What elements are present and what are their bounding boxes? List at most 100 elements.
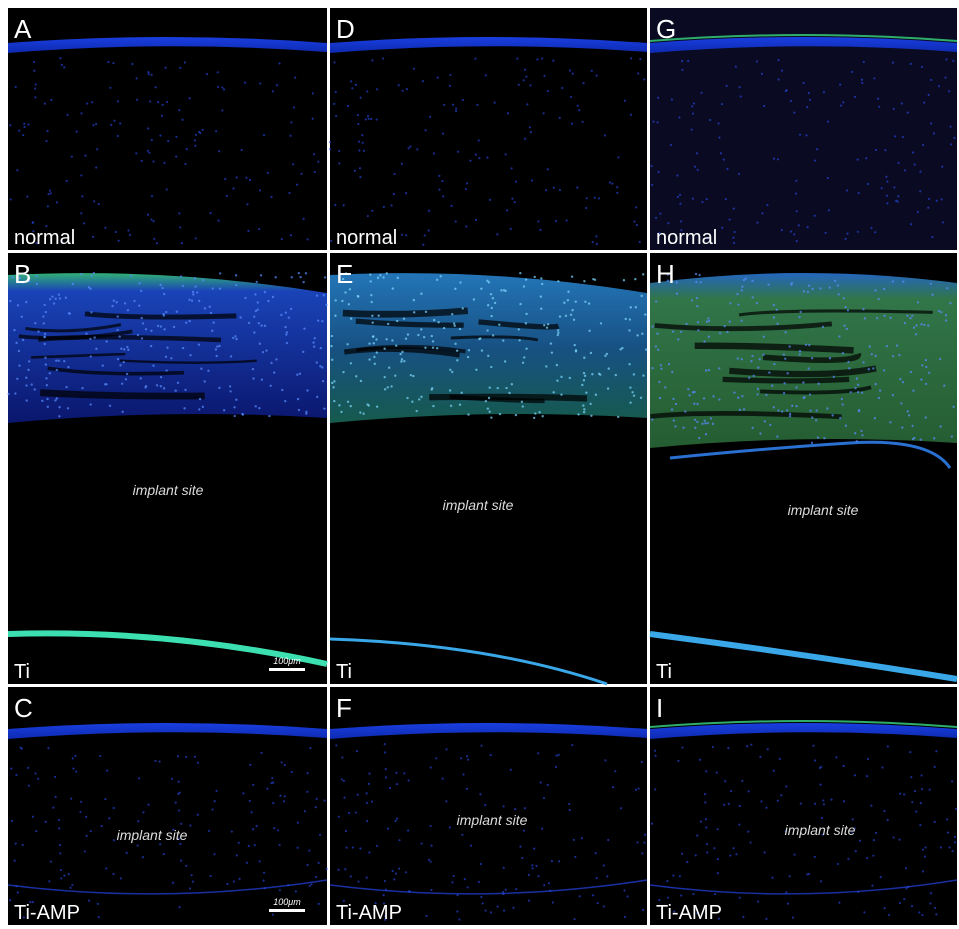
nucleus bbox=[706, 237, 709, 240]
nucleus bbox=[822, 91, 826, 94]
nucleus bbox=[461, 307, 464, 310]
nucleus bbox=[375, 338, 378, 341]
nucleus bbox=[289, 234, 293, 237]
nucleus bbox=[607, 838, 610, 842]
nucleus bbox=[678, 193, 682, 196]
nucleus bbox=[697, 329, 700, 332]
nucleus bbox=[877, 297, 880, 301]
nucleus bbox=[704, 801, 707, 804]
nucleus bbox=[871, 884, 874, 887]
tissue-gap bbox=[39, 389, 205, 400]
nucleus bbox=[784, 331, 787, 334]
nucleus bbox=[407, 890, 411, 893]
nucleus bbox=[924, 382, 928, 386]
nucleus bbox=[525, 347, 528, 350]
nucleus bbox=[354, 83, 358, 86]
nucleus bbox=[45, 377, 48, 380]
nucleus bbox=[209, 311, 213, 315]
nucleus bbox=[368, 851, 371, 854]
nucleus bbox=[736, 357, 739, 360]
nucleus bbox=[568, 808, 571, 812]
nucleus bbox=[878, 105, 881, 108]
nucleus bbox=[52, 806, 55, 809]
nucleus bbox=[874, 231, 877, 234]
nucleus bbox=[599, 322, 603, 325]
nucleus bbox=[785, 891, 788, 894]
nucleus bbox=[889, 316, 892, 320]
nucleus bbox=[564, 314, 568, 318]
nucleus bbox=[763, 420, 767, 423]
nucleus bbox=[116, 357, 120, 361]
nucleus bbox=[924, 358, 928, 362]
nucleus bbox=[254, 405, 257, 408]
nucleus bbox=[881, 766, 884, 769]
nucleus bbox=[138, 777, 141, 780]
tissue-gap bbox=[760, 385, 872, 395]
nucleus bbox=[488, 386, 491, 389]
nucleus bbox=[861, 434, 864, 437]
nucleus bbox=[842, 764, 845, 768]
nucleus bbox=[642, 374, 645, 377]
nucleus bbox=[666, 896, 670, 899]
nucleus bbox=[728, 320, 731, 323]
nucleus bbox=[235, 337, 238, 341]
nucleus bbox=[429, 115, 432, 118]
nucleus bbox=[54, 297, 57, 301]
nucleus bbox=[333, 102, 336, 105]
nucleus bbox=[357, 880, 360, 883]
nucleus bbox=[806, 226, 809, 229]
nucleus bbox=[175, 135, 178, 138]
nucleus bbox=[540, 277, 543, 280]
nucleus bbox=[595, 235, 598, 238]
nucleus bbox=[442, 326, 446, 330]
nucleus bbox=[139, 377, 142, 380]
nucleus bbox=[833, 279, 837, 283]
nucleus bbox=[303, 327, 306, 330]
nucleus bbox=[943, 384, 946, 387]
nucleus bbox=[44, 363, 48, 366]
nucleus bbox=[218, 150, 221, 153]
nucleus bbox=[321, 320, 324, 323]
nucleus bbox=[716, 828, 719, 831]
nucleus bbox=[514, 808, 517, 811]
nucleus bbox=[180, 242, 183, 245]
nucleus bbox=[602, 905, 605, 908]
nucleus bbox=[798, 349, 802, 353]
nucleus bbox=[718, 367, 721, 370]
nucleus bbox=[523, 137, 527, 140]
nucleus bbox=[939, 425, 942, 428]
nucleus bbox=[810, 441, 814, 445]
nucleus bbox=[402, 317, 406, 320]
nucleus bbox=[454, 342, 457, 346]
nucleus bbox=[550, 351, 554, 354]
epithelium bbox=[650, 723, 957, 739]
nucleus bbox=[395, 782, 399, 786]
nucleus bbox=[144, 328, 148, 331]
nucleus bbox=[597, 372, 601, 375]
nucleus bbox=[874, 289, 877, 292]
nucleus bbox=[23, 122, 26, 125]
nucleus bbox=[319, 365, 322, 368]
nucleus bbox=[140, 337, 144, 340]
nucleus bbox=[407, 779, 410, 782]
nucleus bbox=[383, 879, 387, 883]
nucleus bbox=[819, 783, 822, 786]
nucleus bbox=[387, 366, 391, 369]
nucleus bbox=[583, 279, 586, 283]
nucleus bbox=[503, 360, 507, 363]
nucleus bbox=[340, 410, 343, 414]
nucleus bbox=[273, 826, 276, 830]
nucleus bbox=[654, 788, 657, 791]
nucleus bbox=[691, 112, 695, 115]
nucleus bbox=[147, 803, 150, 806]
nucleus bbox=[585, 206, 588, 210]
nucleus bbox=[733, 391, 736, 394]
nucleus bbox=[328, 148, 332, 151]
nucleus bbox=[347, 811, 351, 815]
nucleus bbox=[786, 372, 789, 375]
nucleus bbox=[481, 902, 484, 905]
nucleus bbox=[650, 164, 653, 168]
nucleus bbox=[923, 323, 926, 327]
nucleus bbox=[9, 899, 12, 902]
nucleus bbox=[874, 831, 878, 834]
